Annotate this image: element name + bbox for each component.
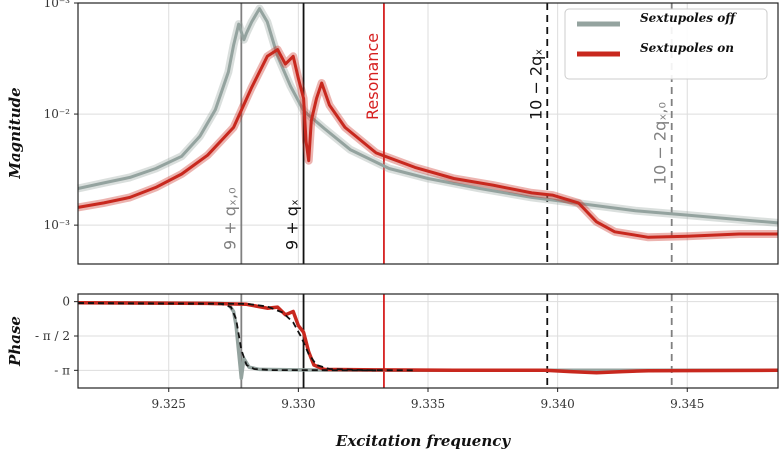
phase-panel: 0 - π / 2 - π 9.325 9.330 9.335 9.340 9.345 Ph… (6, 293, 779, 411)
magnitude-vertical-labels: 9 + qₓ,₀ 9 + qₓ Resonance 10 − 2qₓ 10 − 2qₓ,… (220, 33, 669, 250)
marker-label: 9 + qₓ,₀ (220, 187, 239, 250)
marker-label: 10 − 2qₓ (526, 49, 545, 120)
x-tick-label: 9.335 (411, 397, 445, 411)
phase-series (77, 300, 779, 380)
legend-label-off: Sextupoles off (640, 11, 737, 25)
magnitude-vertical-lines (240, 3, 673, 264)
magnitude-y-tick-label: 10⁻³ (44, 0, 71, 10)
magnitude-panel: 9 + qₓ,₀ 9 + qₓ Resonance 10 − 2qₓ 10 − 2qₓ,… (6, 0, 779, 265)
magnitude-frame (77, 2, 779, 265)
x-tick-label: 9.345 (670, 397, 704, 411)
phase-ylabel: Phase (6, 316, 24, 367)
marker-label: 9 + qₓ (283, 199, 302, 250)
x-tick-label: 9.325 (152, 397, 186, 411)
phase-y-tick-label: 0 (62, 295, 70, 309)
magnitude-y-ticks: 10⁻³ 10⁻² 10⁻³ (44, 0, 78, 232)
phase-y-tick-label: - π / 2 (35, 329, 70, 343)
magnitude-y-tick-label: 10⁻² (44, 107, 71, 121)
marker-label: Resonance (363, 33, 382, 120)
phase-y-ticks: 0 - π / 2 - π (35, 295, 78, 377)
phase-series-fit (77, 302, 416, 372)
x-axis-label: Excitation frequency (335, 432, 511, 450)
phase-series-fit (77, 302, 377, 372)
phase-y-tick-label: - π (54, 363, 70, 377)
x-tick-label: 9.330 (281, 397, 315, 411)
legend: Sextupoles off Sextupoles on (564, 8, 768, 80)
magnitude-series (77, 4, 779, 242)
magnitude-series-off (77, 7, 779, 225)
legend-label-on: Sextupoles on (640, 41, 734, 55)
magnitude-y-tick-label: 10⁻³ (44, 218, 71, 232)
magnitude-ylabel: Magnitude (6, 87, 24, 179)
marker-label: 10 − 2qₓ,₀ (651, 102, 670, 185)
x-ticks: 9.325 9.330 9.335 9.340 9.345 (152, 388, 704, 411)
magnitude-series-on (77, 48, 778, 239)
x-tick-label: 9.340 (540, 397, 574, 411)
